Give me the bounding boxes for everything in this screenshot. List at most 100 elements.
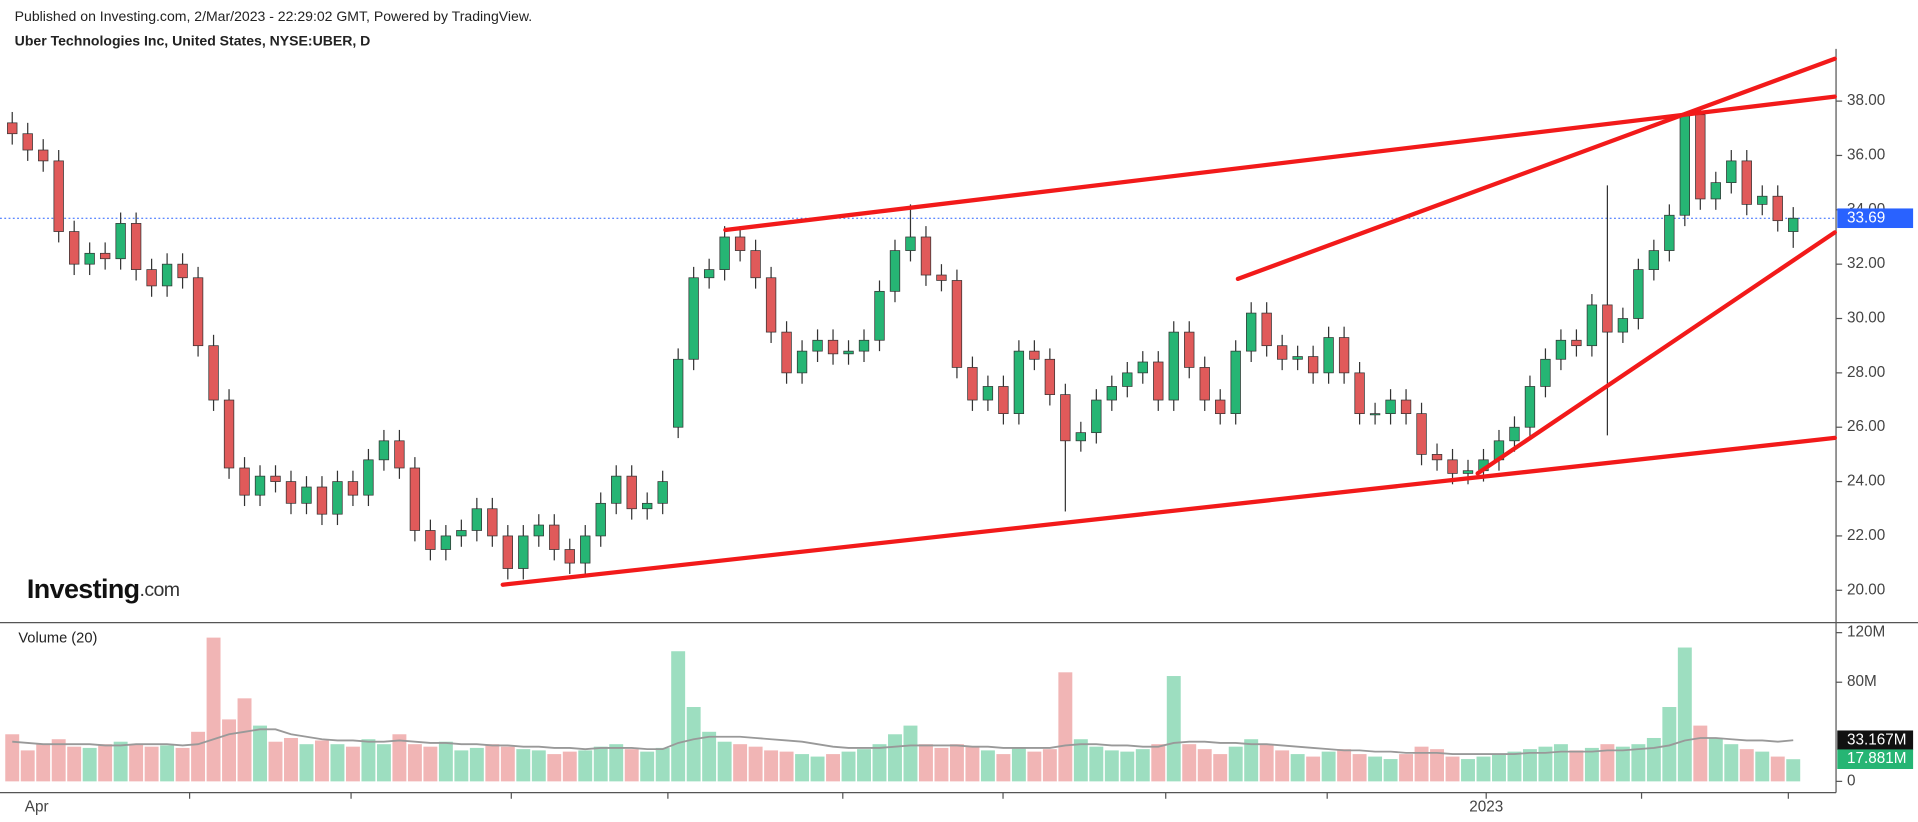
volume-tick-label: 120M (1847, 624, 1885, 641)
volume-bar (1120, 751, 1135, 782)
volume-bar (253, 725, 267, 782)
volume-bar (144, 746, 159, 782)
candle-body (1137, 361, 1148, 374)
volume-bar (826, 754, 841, 782)
volume-bar (1600, 744, 1615, 782)
candle-body (920, 236, 932, 276)
volume-bar (345, 746, 360, 782)
candle-body (595, 502, 606, 537)
candle-body (796, 350, 808, 374)
candle-body (1772, 195, 1783, 222)
volume-bar (965, 746, 980, 782)
volume-bar (1228, 746, 1243, 782)
candle-body (1354, 372, 1365, 414)
y-tick-label: 36.00 (1847, 146, 1885, 163)
candle-body (998, 386, 1009, 414)
volume-bar (1290, 754, 1305, 782)
volume-bar (392, 734, 407, 782)
volume-bar (376, 744, 391, 782)
candle-body (1184, 331, 1195, 368)
candle-body (1431, 454, 1443, 461)
y-tick-label: 20.00 (1847, 581, 1885, 598)
volume-bar (1275, 750, 1290, 782)
candle-body (951, 280, 963, 368)
volume-bar (1042, 749, 1057, 782)
candle-body (146, 269, 157, 287)
volume-bar (980, 750, 995, 782)
candle-body (316, 486, 328, 515)
volume-bar (5, 734, 20, 782)
volume-bar (469, 747, 484, 782)
volume-bar (1352, 754, 1367, 782)
volume-bar (562, 751, 577, 782)
y-tick-label: 26.00 (1847, 418, 1885, 435)
volume-bar (1414, 746, 1429, 782)
candle-body (1540, 358, 1551, 387)
volume-bar (949, 744, 964, 782)
volume-bar (191, 731, 206, 782)
volume-bar (1151, 744, 1166, 782)
volume-bar (1306, 756, 1321, 782)
volume-bar (1693, 725, 1708, 782)
candle-body (1710, 182, 1721, 200)
volume-bar (1321, 751, 1336, 782)
y-tick-label: 30.00 (1847, 310, 1885, 327)
volume-bar (671, 651, 686, 782)
volume-bar (1677, 647, 1692, 782)
candle-body (1029, 350, 1040, 360)
volume-title: Volume (20) (18, 630, 97, 646)
volume-bar (1770, 756, 1785, 782)
volume-bar (1104, 750, 1119, 782)
candle-body (688, 277, 699, 360)
candle-body (1106, 386, 1117, 401)
last-price-label: 33.69 (1847, 209, 1885, 226)
candle-body (1215, 399, 1226, 414)
candle-body (177, 263, 188, 279)
y-tick-label: 28.00 (1847, 364, 1885, 381)
volume-bar (1522, 749, 1537, 782)
volume-bar (1708, 737, 1723, 782)
candle-body (1385, 399, 1396, 414)
candle-body (765, 277, 777, 333)
volume-bar (1445, 756, 1460, 782)
candle-body (7, 122, 18, 135)
candle-body (99, 252, 111, 260)
volume-bar (500, 746, 515, 782)
volume-bar (1584, 747, 1599, 782)
candle-body (394, 440, 405, 469)
logo: Investing.com (27, 574, 180, 604)
candle-body (1633, 269, 1644, 319)
candle-body (363, 459, 374, 496)
candle-body (1555, 339, 1567, 360)
volume-bar (1476, 756, 1491, 782)
candle-body (285, 481, 297, 504)
volume-bar (1569, 750, 1584, 782)
symbol-title: Uber Technologies Inc, United States, NY… (15, 32, 371, 48)
volume-bar (98, 744, 113, 782)
logo-brand: Investing (27, 574, 140, 604)
volume-bar (1244, 739, 1259, 782)
volume-bar (1073, 739, 1088, 782)
volume-bar (516, 749, 531, 782)
volume-bar (129, 744, 144, 782)
volume-bar (1507, 751, 1522, 782)
volume-bar (268, 741, 283, 782)
volume-tick-label: 0 (1847, 772, 1855, 789)
volume-bar (175, 747, 190, 782)
published-note: Published on Investing.com, 2/Mar/2023 -… (15, 8, 532, 24)
candle-body (1679, 114, 1690, 216)
candle-body (1617, 318, 1629, 333)
candle-body (332, 481, 343, 515)
volume-bar (764, 750, 779, 782)
candle-body (440, 535, 452, 550)
candle-body (1524, 386, 1536, 428)
volume-bar (407, 744, 422, 782)
candle-body (161, 263, 173, 287)
logo-suffix: .com (140, 579, 180, 601)
candle-body (471, 508, 483, 531)
volume-bar (578, 750, 593, 782)
candle-body (130, 223, 142, 270)
candle-body (254, 475, 266, 496)
volume-bar (20, 750, 35, 782)
